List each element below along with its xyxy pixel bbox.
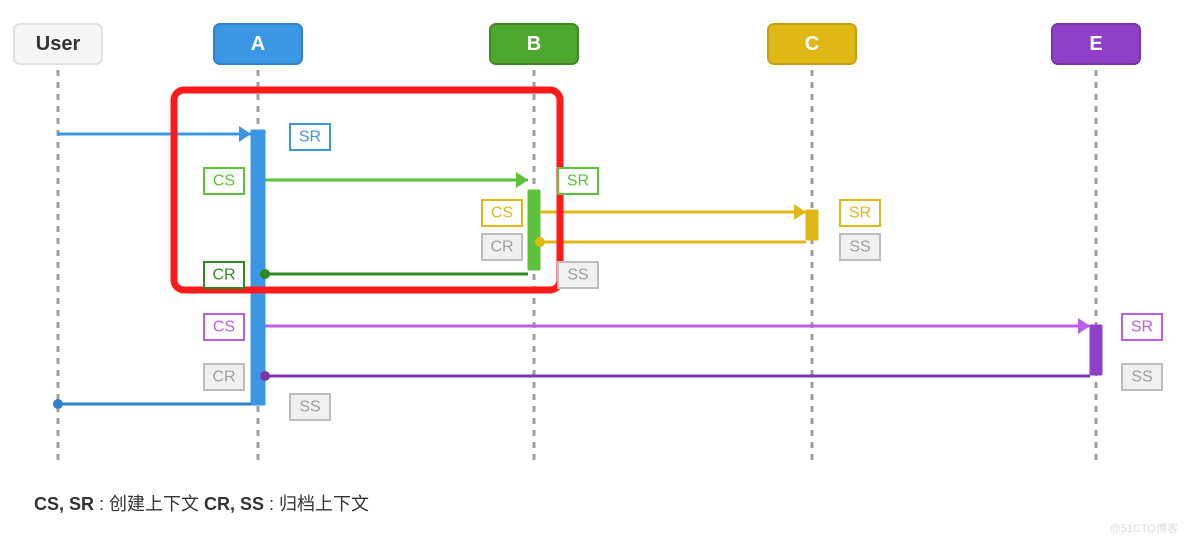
tag-label: SS	[299, 399, 320, 416]
tag-label: SR	[1131, 319, 1153, 336]
arrowhead	[239, 126, 251, 142]
tag-label: CR	[212, 369, 235, 386]
lane-label: B	[527, 33, 541, 55]
return-dot	[535, 237, 545, 247]
tag-sr: SR	[840, 200, 880, 226]
tag-cr: CR	[204, 364, 244, 390]
return-dot	[260, 269, 270, 279]
tag-label: CR	[490, 239, 513, 256]
lane-header-e: E	[1052, 24, 1140, 64]
lane-header-a: A	[214, 24, 302, 64]
return-dot	[260, 371, 270, 381]
tag-cs: CS	[204, 168, 244, 194]
lane-label: E	[1089, 33, 1102, 55]
activation-b	[528, 190, 540, 270]
lane-label: C	[805, 33, 819, 55]
tag-label: SR	[299, 129, 321, 146]
tag-label: CS	[213, 319, 235, 336]
lane-label: User	[36, 33, 81, 55]
tag-cs: CS	[204, 314, 244, 340]
footer-watermark: @51CTO博客	[1110, 521, 1178, 535]
tag-label: SS	[849, 239, 870, 256]
tag-label: CS	[491, 205, 513, 222]
tag-label: CR	[212, 267, 235, 284]
tag-sr: SR	[558, 168, 598, 194]
activation-c	[806, 210, 818, 240]
tag-sr: SR	[1122, 314, 1162, 340]
lane-header-user: User	[14, 24, 102, 64]
lane-label: A	[251, 33, 265, 55]
legend-text: CS, SR : 创建上下文 CR, SS : 归档上下文	[34, 494, 369, 514]
lane-header-c: C	[768, 24, 856, 64]
tag-label: SR	[849, 205, 871, 222]
arrowhead	[1078, 318, 1090, 334]
tag-ss: SS	[290, 394, 330, 420]
tag-cr: CR	[482, 234, 522, 260]
lane-header-b: B	[490, 24, 578, 64]
arrowhead	[516, 172, 528, 188]
tag-label: SS	[1131, 369, 1152, 386]
activation-a	[251, 130, 265, 405]
tag-label: SS	[567, 267, 588, 284]
tag-cr: CR	[204, 262, 244, 288]
tag-label: SR	[567, 173, 589, 190]
tag-cs: CS	[482, 200, 522, 226]
tag-sr: SR	[290, 124, 330, 150]
tag-label: CS	[213, 173, 235, 190]
activation-e	[1090, 325, 1102, 375]
tag-ss: SS	[840, 234, 880, 260]
tag-ss: SS	[1122, 364, 1162, 390]
arrowhead	[794, 204, 806, 220]
return-dot	[53, 399, 63, 409]
tag-ss: SS	[558, 262, 598, 288]
